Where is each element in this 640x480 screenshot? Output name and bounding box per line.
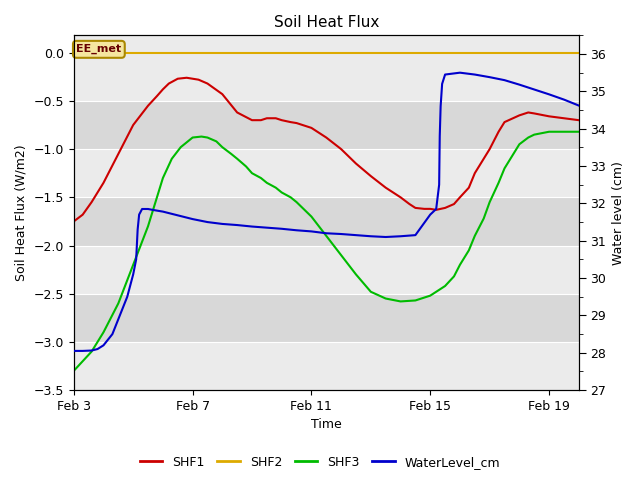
Bar: [74, 101, 579, 149]
Y-axis label: Water level (cm): Water level (cm): [612, 161, 625, 264]
X-axis label: Time: Time: [311, 419, 342, 432]
Bar: [74, 342, 579, 390]
Legend: SHF1, SHF2, SHF3, WaterLevel_cm: SHF1, SHF2, SHF3, WaterLevel_cm: [135, 451, 505, 474]
Bar: [74, 245, 579, 294]
Bar: [74, 197, 579, 245]
Bar: [74, 149, 579, 197]
Y-axis label: Soil Heat Flux (W/m2): Soil Heat Flux (W/m2): [15, 144, 28, 281]
Bar: [74, 294, 579, 342]
Bar: [74, 53, 579, 101]
Text: EE_met: EE_met: [76, 44, 122, 54]
Title: Soil Heat Flux: Soil Heat Flux: [273, 15, 379, 30]
